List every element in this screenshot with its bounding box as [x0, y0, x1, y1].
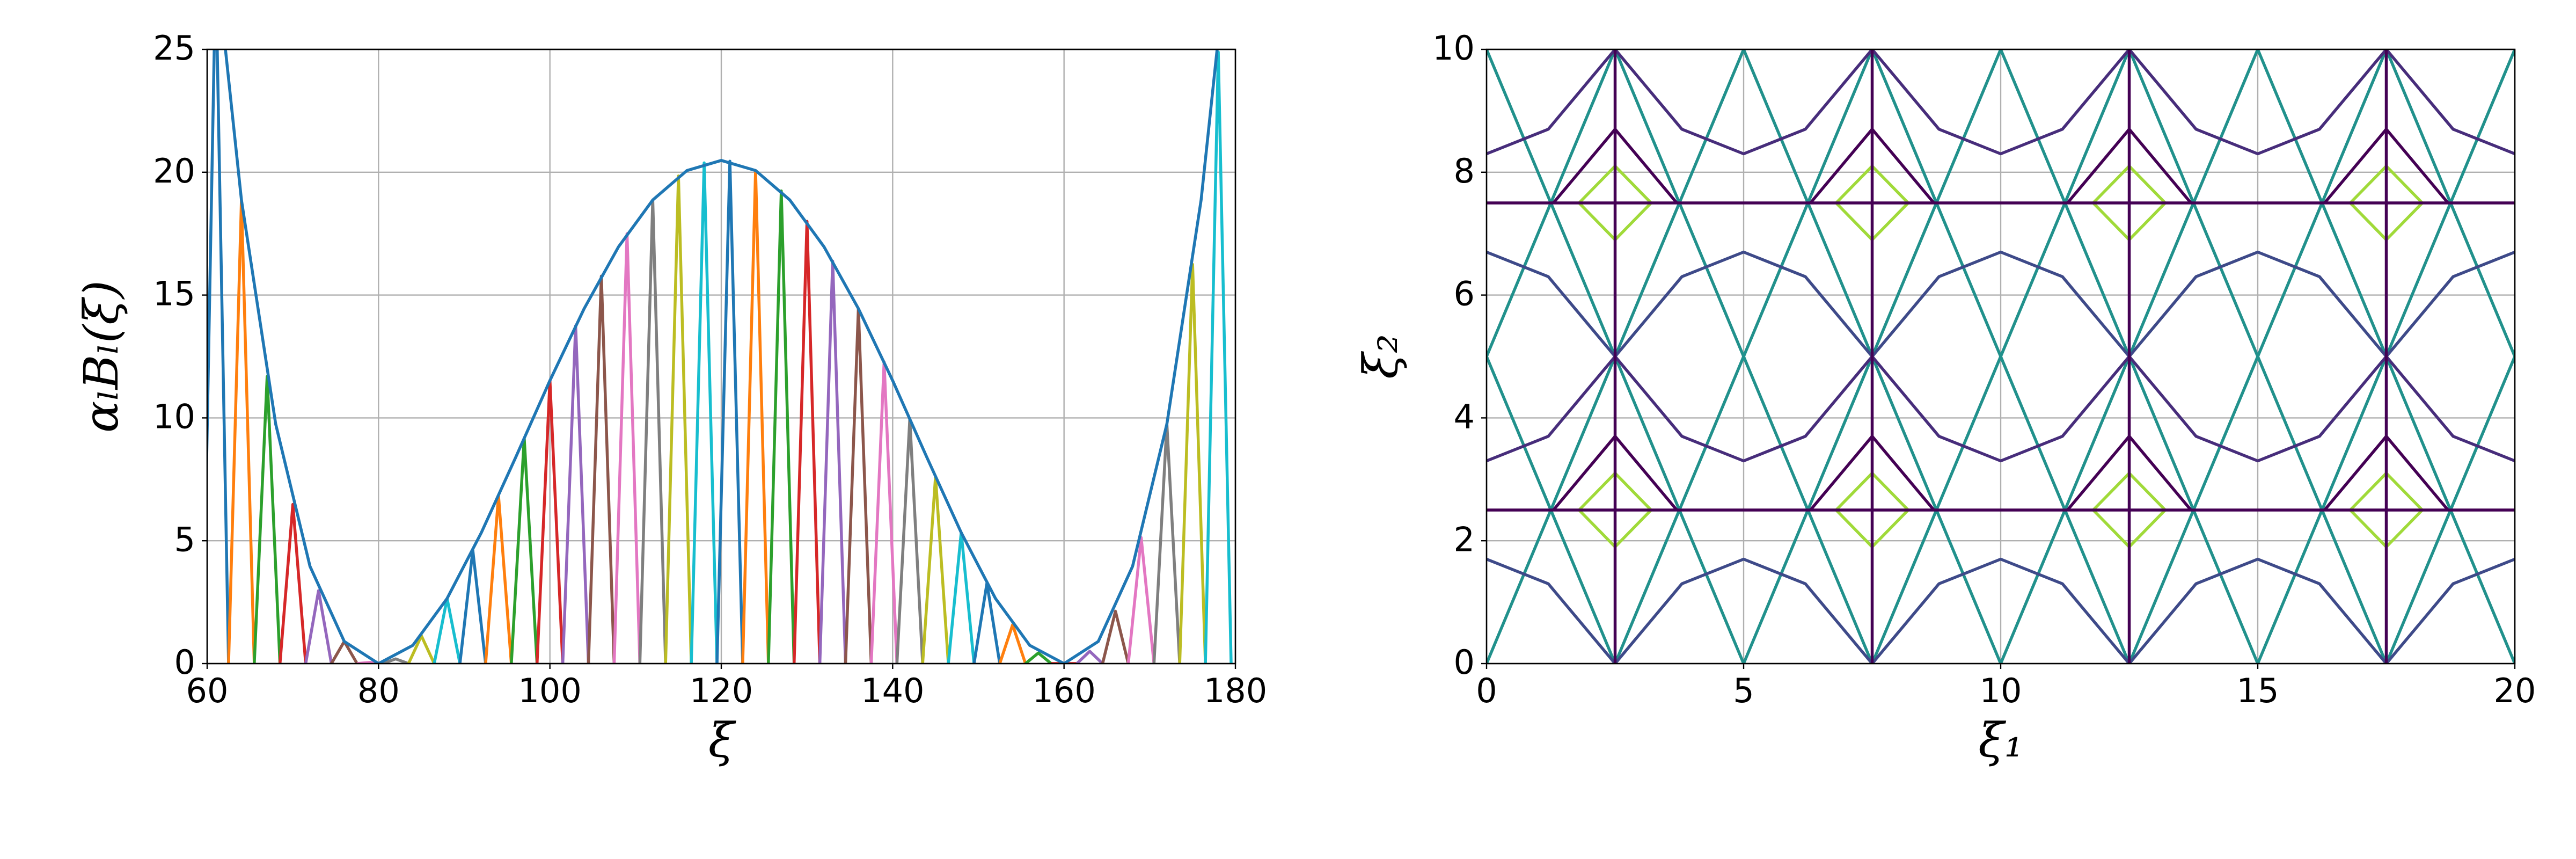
- panel: 60 80 100 120 140 160 180 0 5 10 15 20 25 ξ αₗBₗ(ξ): [74, 28, 1267, 768]
- series-line: [2128, 250, 2388, 358]
- x-tick-label: 180: [1204, 671, 1267, 710]
- y-axis-label: ξ₂: [1353, 334, 1408, 379]
- series-line: [304, 589, 333, 664]
- series-line: [1075, 650, 1104, 664]
- series-line: [844, 307, 873, 664]
- x-tick-label: 120: [690, 671, 753, 710]
- series-line: [407, 634, 436, 664]
- series-line: [1101, 609, 1130, 664]
- series-line: [2385, 250, 2515, 358]
- x-tick-label: 80: [357, 671, 400, 710]
- series-line: [1204, 50, 1233, 664]
- series-line: [1614, 49, 1874, 156]
- series-line: [638, 198, 667, 664]
- y-tick-label: 20: [153, 151, 195, 191]
- series-line: [612, 232, 642, 664]
- x-tick-label: 20: [2494, 671, 2536, 710]
- series-line: [382, 657, 409, 664]
- series-line: [767, 189, 796, 664]
- series-line: [1487, 49, 1616, 156]
- series-line: [1614, 250, 1874, 358]
- y-tick-label: 25: [153, 28, 195, 68]
- series-line: [561, 324, 590, 664]
- series-line: [433, 596, 462, 664]
- x-tick-label: 0: [1476, 671, 1497, 710]
- series-line: [1871, 49, 2131, 156]
- y-tick-label: 10: [1432, 28, 1475, 68]
- series-line: [1614, 557, 1874, 664]
- series-line: [2128, 355, 2388, 463]
- series-line: [1871, 250, 2131, 358]
- y-tick-label: 10: [153, 397, 195, 436]
- series-line: [921, 475, 950, 664]
- series-line: [2384, 49, 2515, 361]
- y-tick-label: 5: [174, 520, 195, 559]
- series-line: [2384, 352, 2515, 664]
- y-axis-label: αₗBₗ(ξ): [74, 280, 129, 433]
- series-line: [207, 49, 230, 664]
- series-line: [1870, 49, 2131, 664]
- x-tick-label: 10: [1980, 671, 2022, 710]
- series-line: [792, 220, 822, 664]
- series-line: [1024, 651, 1052, 664]
- series-line: [818, 259, 847, 664]
- axes-frame: [206, 48, 1236, 665]
- y-tick-label: 6: [1454, 274, 1475, 314]
- y-tick-label: 15: [153, 274, 195, 314]
- series-line: [2385, 557, 2515, 664]
- plot-area: [207, 49, 1233, 664]
- series-line: [2385, 355, 2515, 463]
- series-line: [224, 49, 1219, 664]
- series-line: [1487, 250, 1616, 358]
- series-line: [2127, 49, 2388, 664]
- axes-frame: [1485, 48, 2516, 665]
- x-tick-label: 100: [518, 671, 581, 710]
- series-line: [2128, 557, 2388, 664]
- series-line: [587, 274, 616, 664]
- series-line: [741, 169, 770, 664]
- y-tick-label: 0: [1454, 643, 1475, 682]
- series-line: [690, 161, 719, 664]
- y-tick-label: 2: [1454, 520, 1475, 559]
- x-tick-label: 140: [861, 671, 924, 710]
- series-line: [2385, 49, 2515, 156]
- x-axis-label: ξ: [708, 712, 737, 768]
- y-tick-label: 4: [1454, 397, 1475, 436]
- series-line: [1871, 557, 2131, 664]
- series-line: [330, 640, 358, 664]
- x-tick-label: 60: [186, 671, 229, 710]
- series-line: [227, 198, 256, 664]
- series-line: [484, 494, 513, 664]
- series-line: [998, 623, 1027, 664]
- series-line: [1613, 49, 1874, 664]
- series-line: [510, 436, 539, 664]
- series-line: [278, 503, 308, 664]
- series-line: [715, 159, 744, 664]
- y-tick-label: 0: [174, 643, 195, 682]
- series-line: [1871, 355, 2131, 463]
- series-line: [972, 581, 1001, 664]
- series-line: [2128, 49, 2388, 156]
- x-tick-label: 15: [2237, 671, 2279, 710]
- series-line: [1487, 355, 1616, 463]
- x-axis-label: ξ₁: [1978, 712, 2023, 768]
- plot-area: [1487, 49, 2515, 664]
- series-line: [664, 174, 693, 664]
- y-tick-label: 8: [1454, 151, 1475, 191]
- series-line: [1487, 49, 1617, 361]
- x-tick-label: 160: [1032, 671, 1095, 710]
- series-line: [1487, 557, 1616, 664]
- x-tick-label: 5: [1733, 671, 1754, 710]
- series-line: [1487, 352, 1617, 664]
- series-line: [1126, 536, 1156, 664]
- series-line: [1614, 355, 1874, 463]
